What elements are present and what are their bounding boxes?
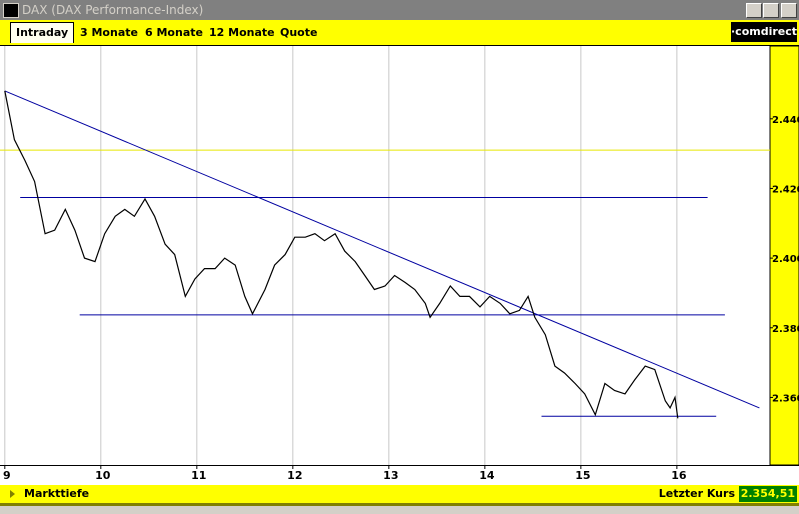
window-title: DAX (DAX Performance-Index) [22, 3, 204, 17]
x-tick-label: 13 [383, 469, 398, 482]
brand-logo: ·comdirect [731, 22, 797, 42]
x-tick-label: 9 [3, 469, 11, 482]
tab-bar: Intraday 3 Monate 6 Monate 12 Monate Quo… [0, 20, 799, 46]
y-tick-label: 2.380 [772, 324, 799, 335]
app-icon [3, 3, 19, 18]
plot-area [0, 46, 770, 465]
price-line [4, 90, 679, 419]
x-tick-label: 15 [575, 469, 590, 482]
y-tick-label: 2.420 [772, 184, 799, 195]
last-price-label: Letzter Kurs [658, 487, 735, 500]
last-price-value: 2.354,51 [739, 486, 797, 502]
x-tick-label: 16 [671, 469, 687, 482]
tab[interactable]: Intraday [10, 22, 75, 43]
y-tick-label: 2.440 [772, 115, 799, 126]
trend-line [4, 90, 760, 409]
title-bar: DAX (DAX Performance-Index) [0, 0, 799, 20]
expand-icon[interactable] [10, 490, 15, 498]
x-tick-label: 10 [95, 469, 111, 482]
status-bar: Markttiefe Letzter Kurs 2.354,51 [0, 485, 799, 503]
close-button[interactable] [781, 3, 797, 18]
x-tick-label: 11 [191, 469, 206, 482]
tab[interactable]: Quote [280, 26, 318, 39]
maximize-button[interactable] [763, 3, 779, 18]
y-tick-label: 2.400 [772, 254, 799, 265]
x-tick-label: 14 [479, 469, 495, 482]
y-tick-label: 2.360 [772, 393, 799, 404]
market-depth-link[interactable]: Markttiefe [24, 487, 90, 500]
tab[interactable]: 6 Monate [145, 26, 203, 39]
tab[interactable]: 12 Monate [209, 26, 275, 39]
chart: 9 10 11 12 13 14 15 16 2.360 2.380 2.400 2.420 2.440 [0, 46, 799, 482]
tab[interactable]: 3 Monate [80, 26, 138, 39]
bottom-strip [0, 503, 799, 514]
minimize-button[interactable] [746, 3, 762, 18]
y-axis-strip [769, 46, 799, 466]
x-tick-label: 12 [287, 469, 302, 482]
